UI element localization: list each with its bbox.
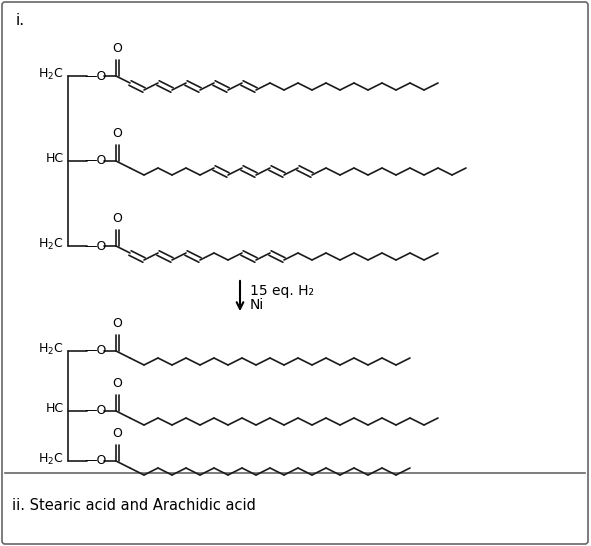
Text: —O: —O (85, 240, 107, 252)
Text: ii. Stearic acid and Arachidic acid: ii. Stearic acid and Arachidic acid (12, 498, 256, 513)
Text: O: O (112, 127, 122, 140)
Text: H$_2$C: H$_2$C (38, 67, 64, 81)
Text: O: O (112, 377, 122, 390)
Text: H$_2$C: H$_2$C (38, 452, 64, 466)
Text: 15 eq. H₂: 15 eq. H₂ (250, 284, 314, 298)
Text: O: O (112, 317, 122, 330)
Text: HC: HC (46, 402, 64, 416)
Text: —O: —O (85, 155, 107, 168)
Text: O: O (112, 427, 122, 440)
Text: —O: —O (85, 345, 107, 358)
Text: O: O (112, 42, 122, 55)
Text: O: O (112, 212, 122, 225)
Text: —O: —O (85, 454, 107, 467)
Text: Ni: Ni (250, 298, 264, 312)
Text: H$_2$C: H$_2$C (38, 341, 64, 357)
Text: i.: i. (16, 13, 25, 28)
Text: HC: HC (46, 152, 64, 165)
Text: —O: —O (85, 405, 107, 418)
Text: H$_2$C: H$_2$C (38, 236, 64, 252)
Text: —O: —O (85, 69, 107, 82)
